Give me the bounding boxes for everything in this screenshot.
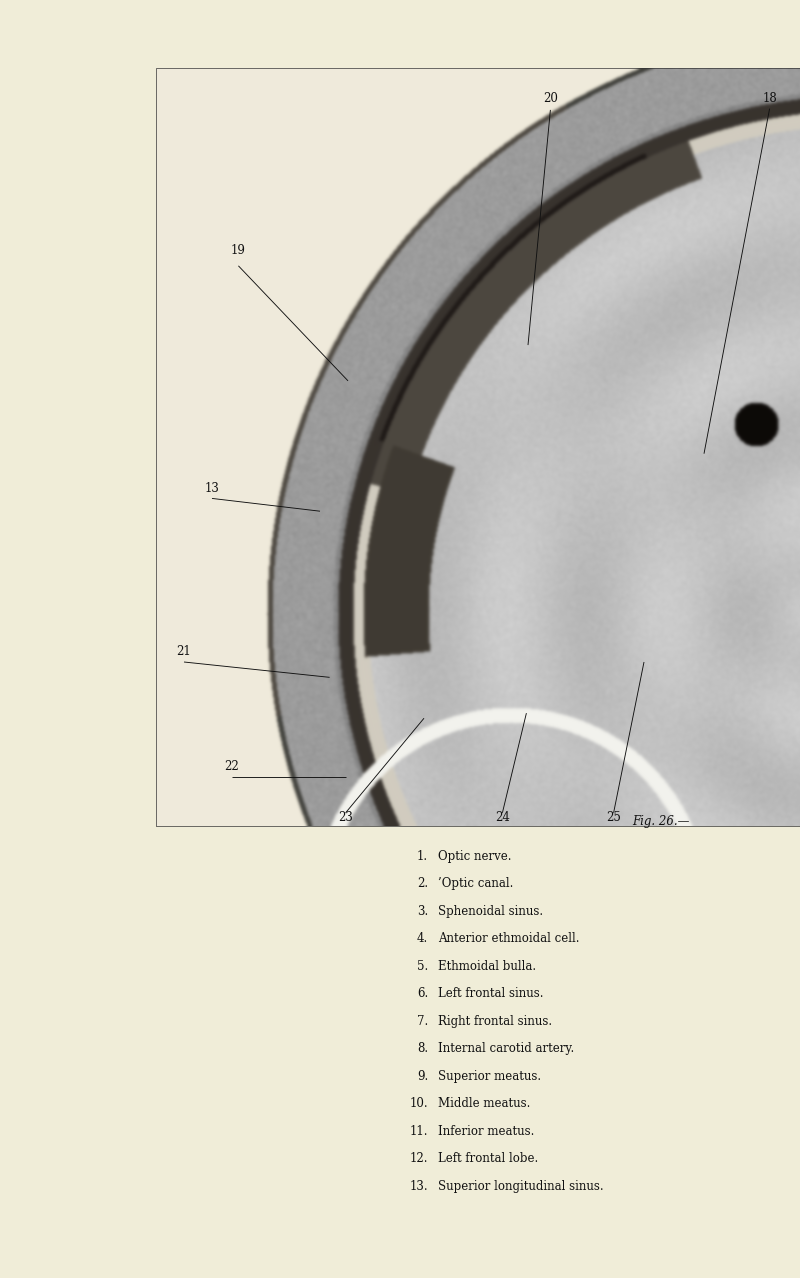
- Text: Left frontal sinus.: Left frontal sinus.: [438, 988, 543, 1001]
- Text: 24: 24: [495, 812, 510, 824]
- Text: 18: 18: [762, 92, 777, 105]
- Text: Right frontal sinus.: Right frontal sinus.: [438, 1015, 552, 1028]
- Text: Inferior meatus.: Inferior meatus.: [438, 1125, 534, 1137]
- Text: 21: 21: [177, 645, 191, 658]
- Text: 5.: 5.: [417, 960, 428, 973]
- Text: Superior meatus.: Superior meatus.: [438, 1070, 541, 1082]
- Text: ’Optic canal.: ’Optic canal.: [438, 878, 513, 891]
- Text: 7.: 7.: [417, 1015, 428, 1028]
- Text: 12.: 12.: [410, 1153, 428, 1166]
- Text: 13: 13: [205, 482, 219, 495]
- Text: 13.: 13.: [410, 1180, 428, 1192]
- Text: 9.: 9.: [417, 1070, 428, 1082]
- Text: Middle meatus.: Middle meatus.: [438, 1097, 530, 1111]
- Text: Superior longitudinal sinus.: Superior longitudinal sinus.: [438, 1180, 603, 1192]
- Text: Internal carotid artery.: Internal carotid artery.: [438, 1043, 574, 1056]
- Text: Fig. 26.—: Fig. 26.—: [632, 815, 690, 828]
- Text: Ethmoidal bulla.: Ethmoidal bulla.: [438, 960, 536, 973]
- Text: 22: 22: [225, 760, 239, 773]
- Text: 2.: 2.: [417, 878, 428, 891]
- Text: 8.: 8.: [417, 1043, 428, 1056]
- Bar: [156, 68, 800, 826]
- Text: 20: 20: [543, 92, 558, 105]
- Text: 10.: 10.: [410, 1097, 428, 1111]
- Text: Left frontal lobe.: Left frontal lobe.: [438, 1153, 538, 1166]
- Text: 25: 25: [606, 812, 621, 824]
- Text: 1.: 1.: [417, 850, 428, 863]
- Text: 19: 19: [231, 244, 246, 257]
- Text: Optic nerve.: Optic nerve.: [438, 850, 511, 863]
- Text: Anterior ethmoidal cell.: Anterior ethmoidal cell.: [438, 933, 579, 946]
- Text: 4.: 4.: [417, 933, 428, 946]
- Text: 11.: 11.: [410, 1125, 428, 1137]
- Text: 3.: 3.: [417, 905, 428, 918]
- Text: 6.: 6.: [417, 988, 428, 1001]
- Text: Sphenoidal sinus.: Sphenoidal sinus.: [438, 905, 542, 918]
- Text: 23: 23: [338, 812, 353, 824]
